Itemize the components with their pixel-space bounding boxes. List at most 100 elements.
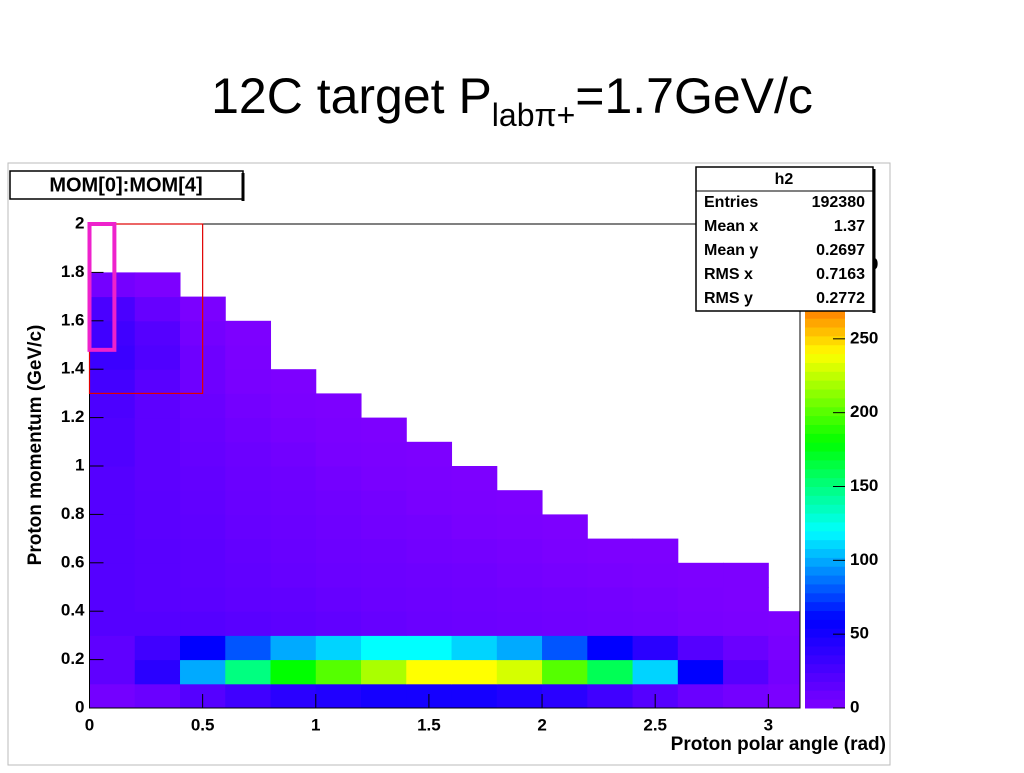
colorbar-step — [805, 451, 845, 461]
cell — [542, 587, 588, 612]
cell — [632, 562, 679, 588]
x-tick-label: 1 — [311, 715, 320, 734]
cell — [89, 611, 136, 636]
x-tick-label: 2.5 — [643, 715, 667, 734]
region-box — [87, 222, 117, 352]
y-tick-label: 0.8 — [61, 504, 85, 523]
colorbar-tick-label: 150 — [850, 476, 878, 495]
cell — [587, 538, 634, 564]
cell — [270, 490, 317, 515]
cell — [225, 417, 272, 443]
cell — [315, 393, 362, 419]
cell — [89, 466, 136, 491]
cell — [225, 441, 272, 467]
colorbar-step — [805, 619, 845, 629]
colorbar-step — [805, 539, 845, 550]
cell — [225, 369, 272, 394]
cell — [723, 659, 769, 685]
colorbar-step — [805, 468, 845, 479]
cell — [451, 538, 498, 564]
cell — [451, 562, 498, 588]
colorbar-step — [805, 406, 845, 417]
cell — [496, 538, 543, 564]
cell — [587, 611, 634, 636]
cell — [361, 441, 407, 467]
cell — [496, 611, 543, 636]
colorbar-step — [805, 566, 845, 576]
cell — [180, 417, 226, 443]
stats-value: 0.2772 — [816, 290, 865, 307]
x-tick-label: 0 — [85, 715, 94, 734]
colorbar-step — [805, 628, 845, 638]
colorbar-step — [805, 309, 845, 319]
cell — [315, 417, 362, 443]
cell — [451, 514, 498, 540]
cell — [587, 562, 634, 588]
stats-value: 1.37 — [834, 218, 865, 235]
cell — [134, 683, 181, 709]
cell — [406, 490, 453, 515]
cell — [587, 659, 634, 685]
cell — [768, 683, 801, 709]
colorbar-step — [805, 530, 845, 541]
title-main: 12C target P — [211, 68, 492, 124]
cell — [89, 272, 136, 298]
cell — [134, 320, 181, 346]
cell — [406, 611, 453, 636]
cell — [134, 490, 181, 515]
stats-key: RMS x — [704, 266, 753, 283]
title-suffix: =1.7GeV/c — [575, 68, 813, 124]
cell — [134, 562, 181, 588]
x-tick-label: 2 — [537, 715, 546, 734]
cell — [542, 659, 588, 685]
cell — [225, 659, 272, 685]
cell — [587, 683, 634, 709]
cell — [180, 562, 226, 588]
cell — [225, 490, 272, 515]
cell — [361, 659, 407, 685]
cell — [180, 466, 226, 491]
colorbar-step — [805, 380, 845, 390]
colorbar-step — [805, 654, 845, 665]
cell — [89, 393, 136, 419]
cell — [180, 587, 226, 612]
colorbar-tick-label: 50 — [850, 624, 869, 643]
colorbar-step — [805, 513, 845, 523]
cell — [270, 683, 317, 709]
cell — [225, 514, 272, 540]
cell — [406, 659, 453, 685]
cell — [315, 635, 362, 661]
cell — [361, 562, 407, 588]
cell — [270, 562, 317, 588]
cell — [134, 393, 181, 419]
cell — [406, 466, 453, 491]
stats-value: 0.7163 — [816, 266, 865, 283]
cell — [723, 635, 769, 661]
cell — [270, 441, 317, 467]
colorbar-step — [805, 637, 845, 647]
cell — [225, 538, 272, 564]
cell — [361, 490, 407, 515]
cell — [451, 611, 498, 636]
cell — [270, 538, 317, 564]
cell — [451, 635, 498, 661]
cell — [89, 417, 136, 443]
cell — [315, 490, 362, 515]
colorbar-step — [805, 344, 845, 355]
title-subscript: labπ+ — [492, 97, 575, 133]
colorbar-step — [805, 575, 845, 585]
cell — [134, 635, 181, 661]
colorbar-step — [805, 318, 845, 328]
cell — [180, 393, 226, 419]
cell — [89, 562, 136, 588]
cell — [723, 587, 769, 612]
cell — [315, 441, 362, 467]
cell — [315, 683, 362, 709]
colorbar-step — [805, 371, 845, 381]
colorbar-step — [805, 442, 845, 452]
cell — [134, 272, 181, 298]
cell — [134, 587, 181, 612]
y-tick-label: 0.6 — [61, 552, 85, 571]
